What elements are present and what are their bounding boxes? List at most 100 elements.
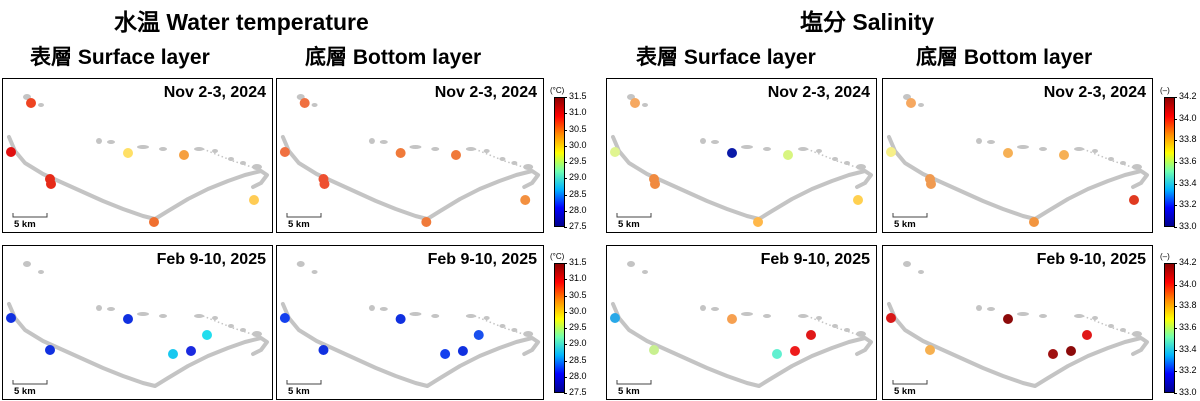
islet	[379, 307, 388, 311]
islet	[159, 147, 167, 151]
scale-bar	[12, 380, 48, 385]
colorbar-tick-label: 28.5	[569, 188, 587, 199]
colorbar-tick-label: 30.5	[569, 289, 587, 300]
map-svg	[279, 94, 541, 227]
islet	[856, 164, 866, 170]
colorbar-tick-label: 30.0	[569, 139, 587, 150]
scale-bar	[616, 213, 652, 218]
colorbar-tick-label: 29.5	[569, 322, 587, 332]
islet	[137, 312, 149, 316]
islet	[96, 305, 102, 311]
colorbar-tick-mark	[564, 311, 567, 313]
sampling-point-site-1	[630, 98, 640, 108]
sampling-point-site-7	[421, 217, 432, 227]
islet	[431, 314, 440, 318]
islet	[465, 147, 476, 151]
colorbar-tick-mark	[564, 295, 567, 297]
colorbar-tick-mark	[1174, 97, 1177, 98]
sampling-point-site-2	[6, 147, 16, 157]
colorbar-tick-label: 29.5	[569, 156, 587, 166]
islet	[409, 145, 422, 149]
islet	[741, 145, 753, 149]
sampling-point-site-9	[806, 330, 816, 340]
sampling-point-site-7	[1029, 217, 1039, 227]
sampling-point-site-3	[925, 345, 935, 355]
islet	[700, 138, 706, 144]
scale-bar	[286, 213, 322, 218]
colorbar-tick-label: 28.0	[569, 370, 587, 381]
islet	[627, 261, 635, 267]
scale-label: 5 km	[894, 386, 916, 397]
colorbar-tick-mark	[1174, 227, 1177, 228]
map-svg	[610, 261, 873, 388]
colorbar-tick-mark	[564, 227, 567, 228]
islet	[903, 261, 911, 267]
sampling-point-site-5	[395, 148, 406, 158]
coastline	[611, 302, 873, 388]
sampling-point-site-3	[649, 345, 659, 355]
islet	[96, 138, 102, 144]
colorbar-tick-label: 33.2	[1179, 365, 1197, 376]
islet	[107, 307, 115, 311]
reef-line	[474, 148, 530, 170]
colorbar-tick-label: 31.0	[569, 273, 587, 284]
sampling-point-site-5	[1003, 314, 1013, 324]
islet	[816, 149, 822, 153]
islet	[918, 103, 924, 107]
sampling-point-site-2	[610, 147, 620, 157]
colorbar-tick-mark	[564, 178, 567, 180]
date-label: Nov 2-3, 2024	[1043, 84, 1146, 101]
sampling-point-site-5	[395, 314, 406, 324]
colorbar-tick-label: 33.0	[1179, 221, 1197, 231]
islet	[252, 164, 262, 170]
reef-line	[1082, 315, 1139, 337]
scale-label: 5 km	[618, 386, 640, 397]
bottom-layer-title-temperature: 底層 Bottom layer	[305, 46, 482, 69]
colorbar-tick-label: 27.5	[569, 387, 587, 397]
islet	[296, 261, 305, 267]
islet	[212, 316, 218, 320]
sampling-point-site-8	[520, 195, 531, 205]
islet	[137, 145, 149, 149]
sampling-point-site-4	[650, 179, 660, 189]
islet	[711, 140, 719, 144]
sampling-point-site-5	[123, 148, 133, 158]
colorbar-tick-label: 33.8	[1179, 134, 1197, 145]
sampling-point-site-3	[45, 345, 55, 355]
colorbar-tick-mark	[564, 376, 567, 378]
sampling-point-site-10	[1066, 346, 1076, 356]
sampling-point-site-6	[450, 150, 461, 160]
colorbar-tick-mark	[1174, 118, 1177, 120]
islet	[523, 331, 534, 337]
colorbar-tick-mark	[564, 263, 567, 264]
sampling-point-site-8	[853, 195, 863, 205]
date-label: Feb 9-10, 2025	[156, 251, 266, 268]
colorbar-tick-mark	[1174, 183, 1177, 185]
reef-line	[202, 148, 259, 170]
colorbar-tick-label: 34.0	[1179, 278, 1197, 289]
sampling-point-site-9	[202, 330, 212, 340]
colorbar-tick-label: 33.0	[1179, 387, 1197, 397]
date-label: Nov 2-3, 2024	[163, 84, 266, 101]
surface-layer-title-salinity: 表層 Surface layer	[636, 46, 816, 69]
islet	[856, 331, 866, 337]
islet	[1092, 149, 1098, 153]
map-svg	[279, 261, 541, 388]
islet	[194, 147, 204, 151]
map-panel-temp-surface-nov: Nov 2-3, 2024 5 km	[2, 78, 273, 233]
sampling-point-site-10	[186, 346, 196, 356]
islet	[465, 314, 476, 318]
sampling-point-site-5	[727, 148, 737, 158]
sampling-point-site-7	[149, 217, 159, 227]
sampling-point-site-6	[783, 150, 793, 160]
islet	[212, 149, 218, 153]
date-label: Nov 2-3, 2024	[434, 84, 537, 101]
map-svg	[6, 94, 269, 227]
colorbar-tick-label: 31.5	[569, 91, 587, 101]
sampling-point-site-11	[772, 349, 782, 359]
colorbar-tick-mark	[564, 210, 567, 212]
islet	[159, 314, 167, 318]
sampling-point-site-2	[279, 147, 290, 157]
sampling-point-site-6	[179, 150, 189, 160]
sampling-point-site-9	[473, 330, 484, 340]
